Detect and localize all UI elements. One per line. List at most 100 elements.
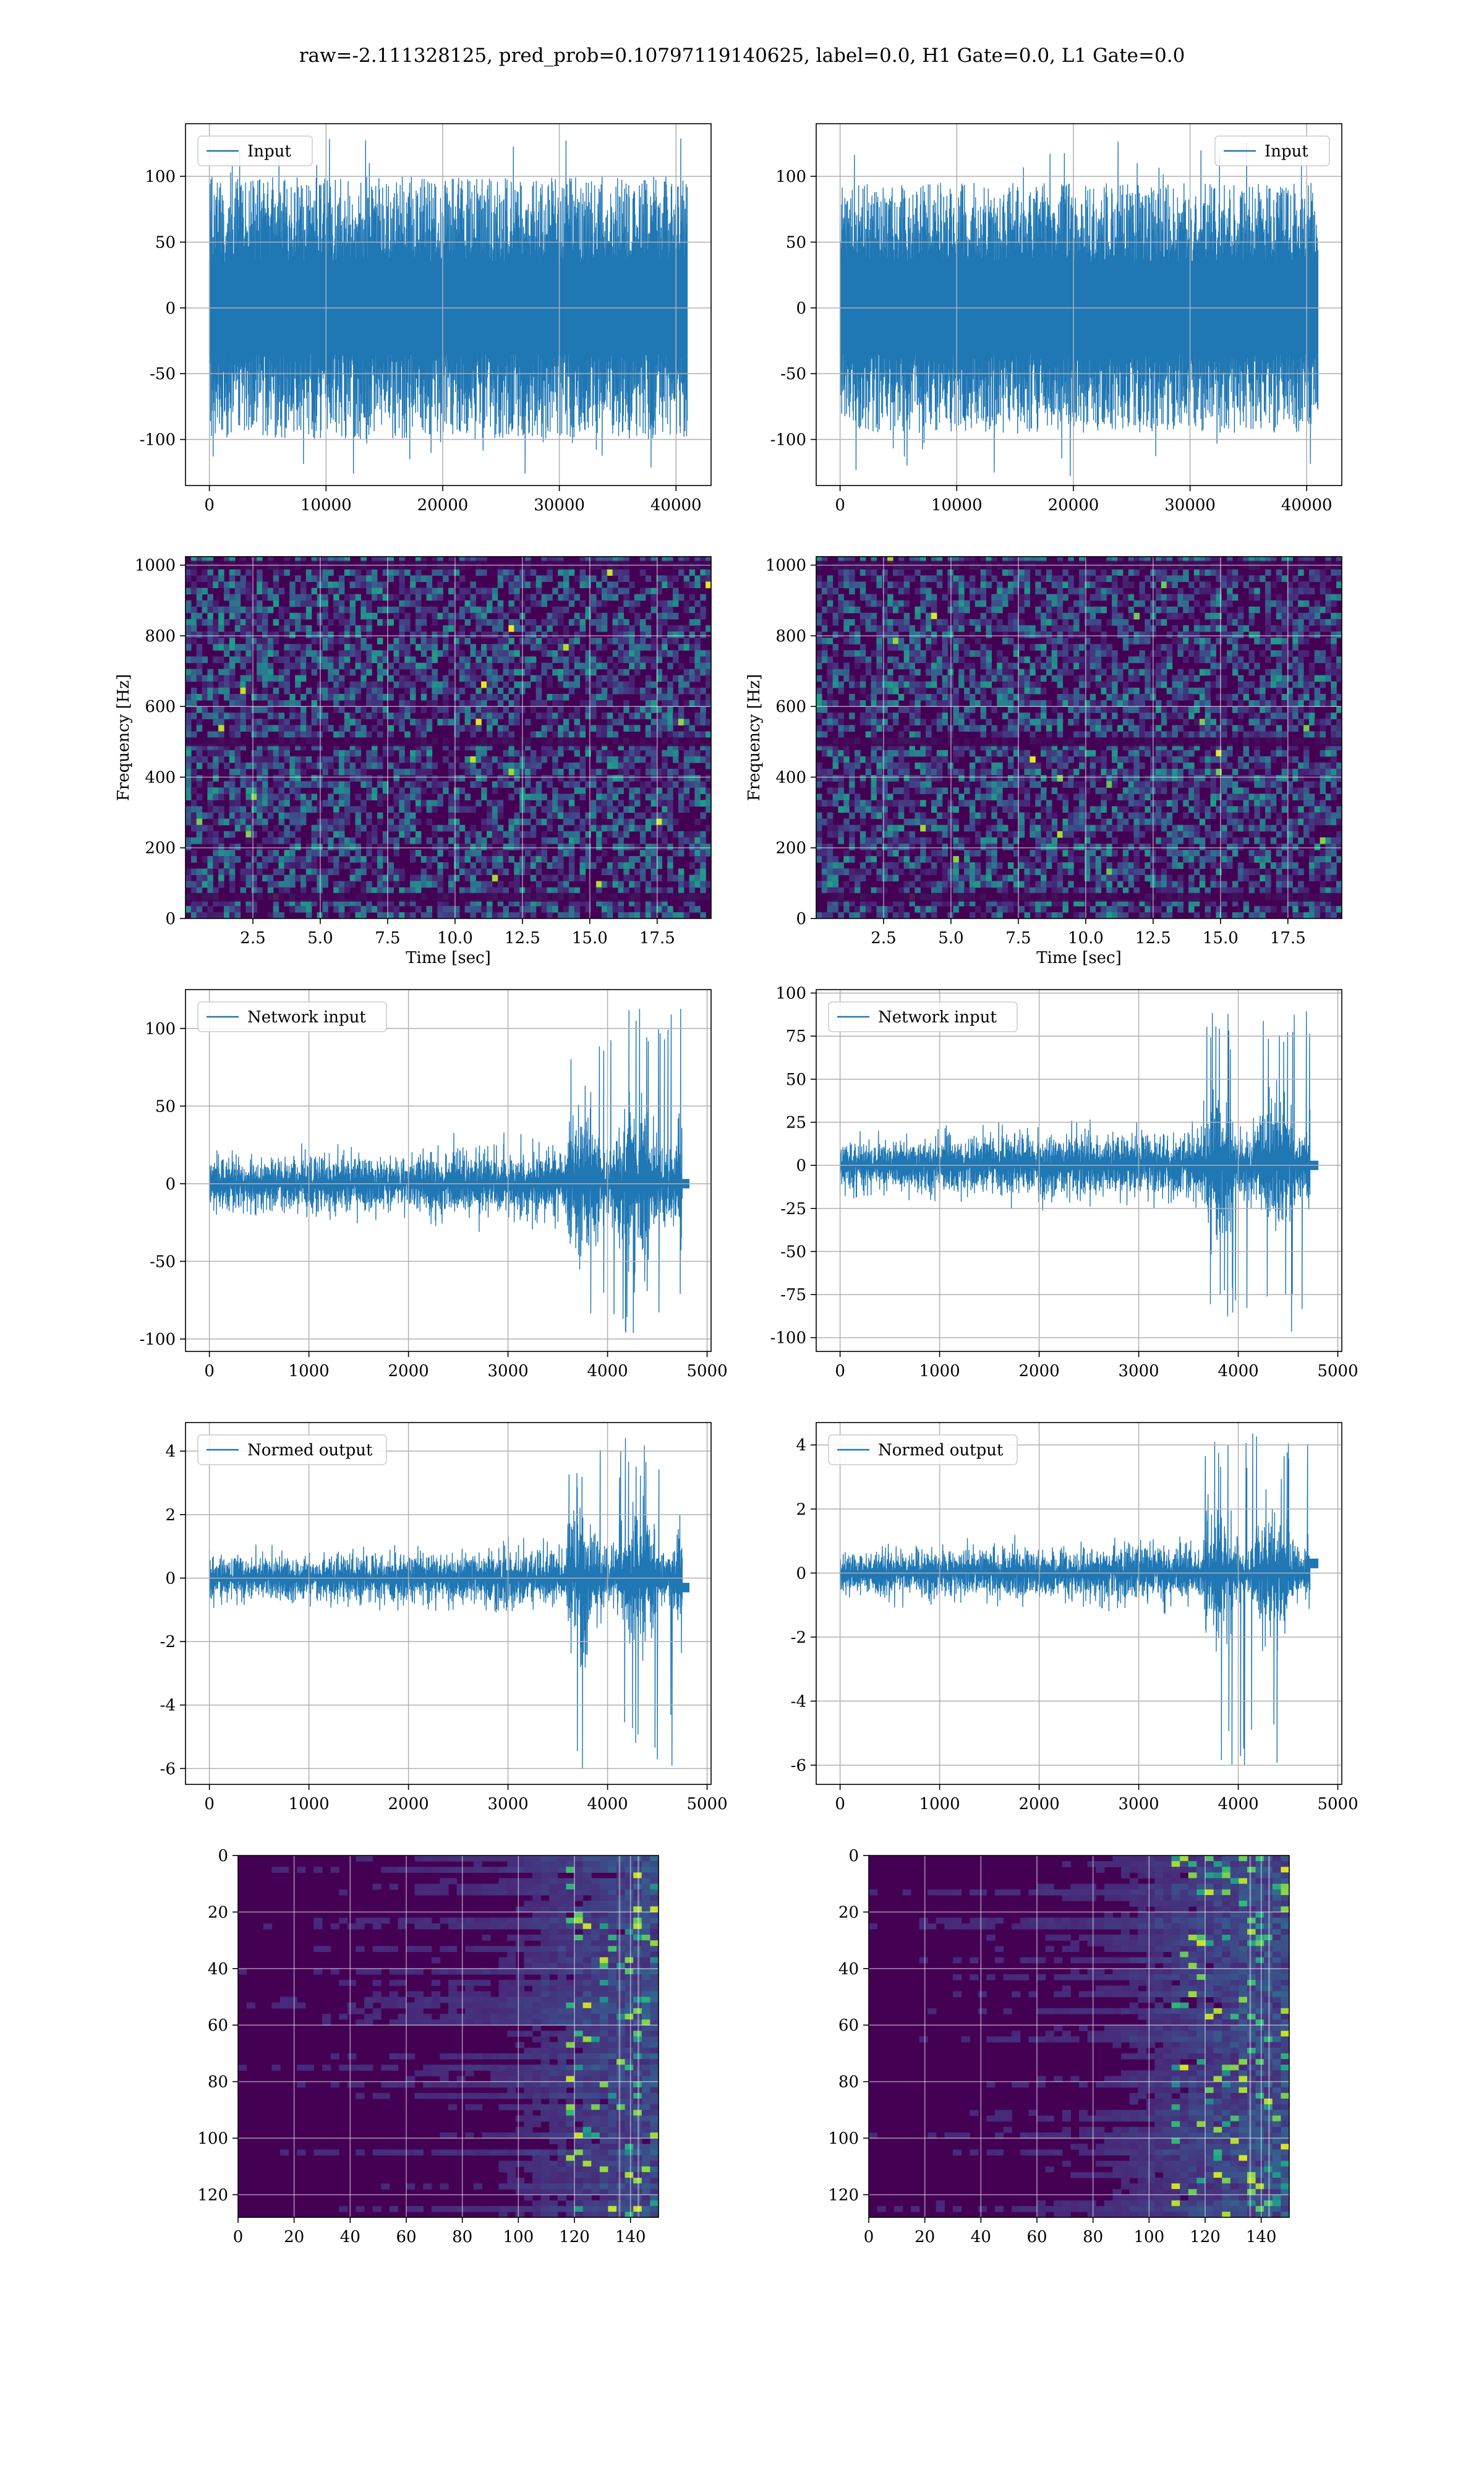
spectrogram-cell: [882, 625, 888, 632]
spectrogram-cell: [986, 750, 992, 757]
spectrogram-cell: [453, 693, 460, 701]
spectrogram-cell: [964, 781, 970, 788]
spectrogram-cell: [865, 669, 872, 676]
spectrogram-cell: [673, 594, 679, 601]
spectrogram-cell: [349, 881, 356, 888]
spectrogram-cell: [673, 656, 679, 664]
spectrogram-cell: [662, 557, 668, 563]
spectrogram-cell: [898, 806, 905, 813]
spectrogram-cell: [547, 905, 553, 913]
spectrogram-cell: [887, 818, 893, 826]
spectrogram-cell: [1030, 775, 1036, 782]
spectrogram-cell: [871, 693, 877, 701]
spectrogram-cell: [552, 719, 558, 726]
spectrogram-cell: [816, 631, 822, 638]
spectrogram-cell: [202, 912, 208, 918]
spectrogram-cell: [470, 899, 476, 907]
spectrogram-cell: [936, 557, 943, 563]
spectrogram-cell: [953, 756, 959, 763]
spectrogram-cell: [267, 681, 274, 688]
spectrogram-cell: [377, 850, 383, 857]
spectrogram-cell: [333, 887, 339, 894]
spectrogram-cell: [218, 681, 224, 688]
spectrogram-cell: [601, 594, 608, 601]
spectrogram-cell: [300, 650, 307, 657]
spectrogram-cell: [656, 675, 662, 682]
spectrogram-cell: [190, 775, 197, 782]
spectrogram-cell: [558, 725, 564, 732]
spectrogram-cell: [618, 669, 624, 676]
spectrogram-cell: [464, 725, 471, 732]
spectrogram-cell: [639, 743, 646, 751]
spectrogram-cell: [355, 656, 361, 664]
spectrogram-cell: [372, 588, 378, 595]
spectrogram-cell: [683, 768, 690, 776]
spectrogram-cell: [213, 618, 219, 626]
spectrogram-cell: [245, 800, 252, 807]
spectrogram-cell: [240, 575, 246, 582]
spectrogram-cell: [251, 781, 257, 788]
spectrogram-cell: [273, 656, 279, 664]
spectrogram-cell: [377, 606, 383, 614]
spectrogram-cell: [974, 600, 981, 607]
spectrogram-cell: [667, 600, 673, 607]
spectrogram-cell: [284, 631, 290, 638]
spectrogram-cell: [706, 762, 711, 769]
spectrogram-cell: [443, 625, 449, 632]
spectrogram-cell: [887, 800, 893, 807]
spectrogram-cell: [673, 818, 679, 826]
spectrogram-cell: [958, 750, 965, 757]
spectrogram-cell: [349, 768, 356, 776]
spectrogram-cell: [278, 750, 284, 757]
spectrogram-cell: [443, 612, 449, 620]
spectrogram-cell: [689, 887, 696, 894]
spectrogram-cell: [700, 706, 706, 713]
spectrogram-cell: [552, 899, 558, 907]
spectrogram-cell: [311, 887, 318, 894]
spectrogram-cell: [650, 856, 657, 863]
spectrogram-cell: [1024, 687, 1030, 695]
spectrogram-cell: [920, 762, 926, 769]
spectrogram-cell: [305, 844, 312, 850]
spectrogram-cell: [1013, 806, 1020, 813]
spectrogram-cell: [1024, 681, 1030, 688]
spectrogram-cell: [678, 762, 684, 769]
spectrogram-cell: [618, 881, 624, 888]
spectrogram-cell: [328, 818, 334, 826]
spectrogram-cell: [393, 719, 399, 726]
spectrogram-cell: [931, 899, 937, 907]
spectrogram-cell: [377, 899, 383, 907]
spectrogram-cell: [689, 687, 696, 695]
spectrogram-cell: [432, 675, 438, 682]
spectrogram-cell: [623, 600, 629, 607]
spectrogram-cell: [1018, 594, 1025, 601]
spectrogram-cell: [882, 912, 888, 918]
spectrogram-cell: [882, 681, 888, 688]
spectrogram-cell: [650, 787, 657, 794]
spectrogram-cell: [706, 794, 711, 800]
spectrogram-cell: [816, 824, 822, 832]
spectrogram-cell: [349, 687, 356, 695]
spectrogram-cell: [377, 756, 383, 763]
spectrogram-cell: [942, 631, 949, 638]
spectrogram-cell: [251, 806, 257, 813]
spectrogram-cell: [426, 818, 433, 826]
spectrogram-cell: [267, 794, 274, 800]
spectrogram-cell: [639, 831, 646, 838]
spectrogram-cell: [558, 768, 564, 776]
spectrogram-cell: [426, 743, 433, 751]
spectrogram-cell: [349, 644, 356, 651]
spectrogram-cell: [915, 693, 921, 701]
spectrogram-cell: [344, 862, 351, 869]
spectrogram-cell: [267, 812, 274, 820]
spectrogram-cell: [843, 881, 850, 888]
spectrogram-cell: [295, 743, 301, 751]
spectrogram-cell: [871, 781, 877, 788]
spectrogram-cell: [601, 781, 608, 788]
spectrogram-cell: [953, 856, 959, 863]
spectrogram-cell: [355, 693, 361, 701]
spectrogram-cell: [196, 818, 203, 826]
spectrogram-cell: [601, 588, 608, 595]
spectrogram-cell: [849, 569, 855, 576]
spectrogram-cell: [196, 588, 203, 595]
